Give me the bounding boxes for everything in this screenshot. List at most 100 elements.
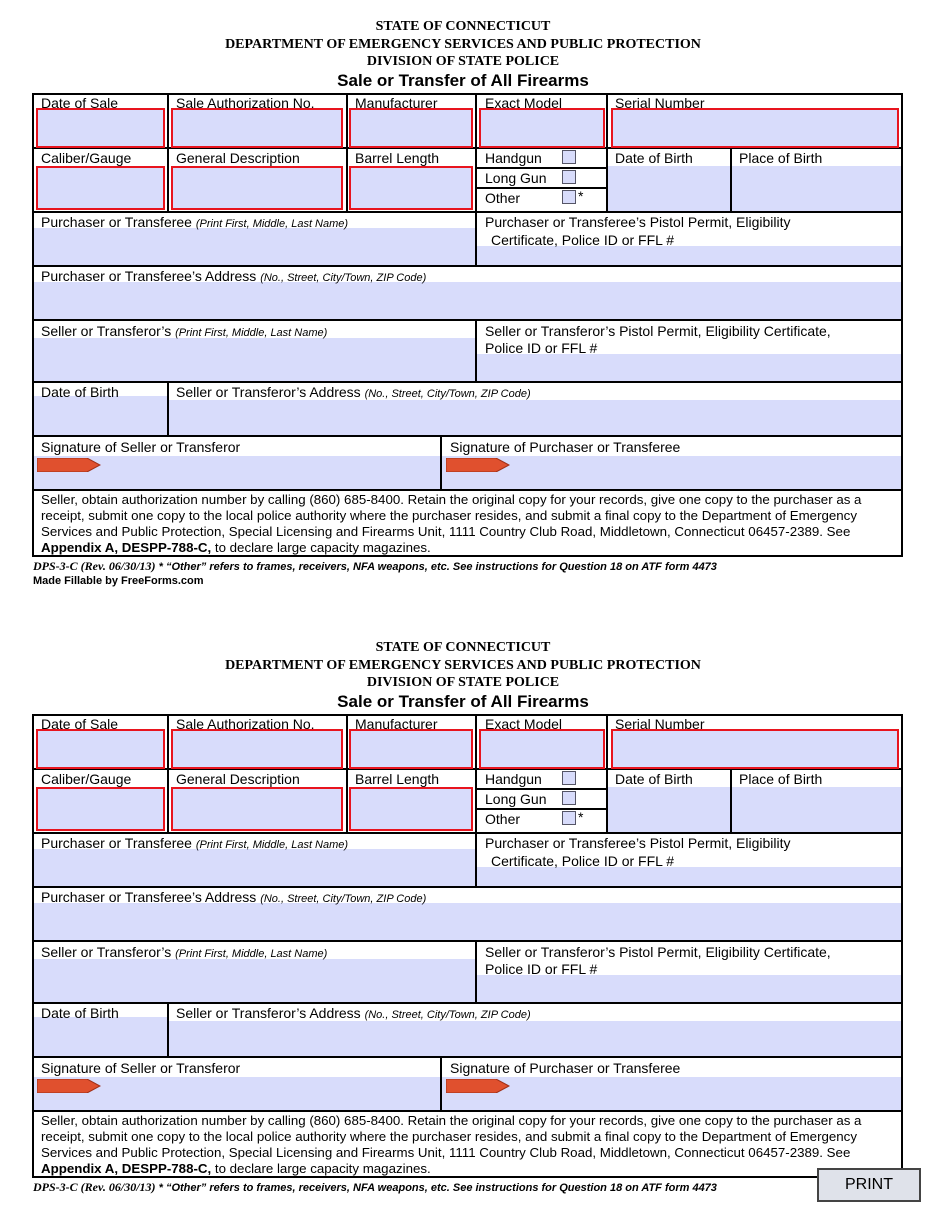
label: Purchaser or Transferee’s Pistol Permit,… <box>485 214 791 230</box>
checkbox[interactable] <box>562 150 576 164</box>
revision: (Rev. 06/30/13) <box>80 1180 156 1194</box>
label: Seller or Transferor’s Address (No., Str… <box>176 1005 531 1023</box>
input-field[interactable] <box>34 1077 440 1110</box>
label-text: Purchaser or Transferee <box>41 835 196 851</box>
input-field[interactable] <box>442 1077 901 1110</box>
input-field[interactable] <box>171 787 343 831</box>
label-hint: (Print First, Middle, Last Name) <box>175 327 328 339</box>
input-field[interactable] <box>608 166 730 211</box>
input-field[interactable] <box>34 282 901 319</box>
label: Sale Authorization No. <box>176 716 315 732</box>
table-cell <box>347 148 476 212</box>
sign-here-arrow <box>446 1079 510 1093</box>
input-field[interactable] <box>169 1021 901 1056</box>
label: Manufacturer <box>355 95 438 111</box>
input-field[interactable] <box>349 108 473 148</box>
label: Police ID or FFL # <box>485 961 598 977</box>
label: Seller or Transferor’s (Print First, Mid… <box>41 944 327 962</box>
input-field[interactable] <box>34 1017 167 1056</box>
table-border <box>32 93 903 557</box>
header-state: STATE OF CONNECTICUT <box>375 640 551 655</box>
checkbox[interactable] <box>562 190 576 204</box>
input-field[interactable] <box>34 338 475 381</box>
input-field[interactable] <box>34 396 167 435</box>
input-field[interactable] <box>732 166 901 211</box>
label: Serial Number <box>615 95 705 111</box>
label: Date of Sale <box>41 95 119 111</box>
input-field[interactable] <box>34 456 440 489</box>
table-cell <box>476 188 607 212</box>
label-text: Seller or Transferor’s <box>41 323 176 339</box>
input-field[interactable] <box>171 166 343 210</box>
input-field[interactable] <box>349 787 473 831</box>
label: Exact Model <box>485 716 563 732</box>
label: Certificate, Police ID or FFL # <box>491 853 675 869</box>
label: Barrel Length <box>355 150 440 166</box>
input-field[interactable] <box>171 729 343 769</box>
input-field[interactable] <box>608 787 730 832</box>
input-field[interactable] <box>479 729 605 769</box>
input-field[interactable] <box>477 246 901 265</box>
input-field[interactable] <box>611 729 899 769</box>
input-field[interactable] <box>171 108 343 148</box>
label: Date of Birth <box>41 384 119 400</box>
input-field[interactable] <box>169 400 901 435</box>
input-field[interactable] <box>34 228 475 265</box>
input-field[interactable] <box>479 108 605 148</box>
input-field[interactable] <box>349 166 473 210</box>
label: Caliber/Gauge <box>41 771 132 787</box>
input-field[interactable] <box>34 903 901 940</box>
footer: DPS-3-C (Rev. 06/30/13) * “Other” refers… <box>33 1180 717 1195</box>
input-field[interactable] <box>477 867 901 886</box>
form-id: DPS-3-C <box>33 1180 81 1194</box>
table-cell <box>168 769 347 833</box>
label: Long Gun <box>485 170 547 186</box>
label: Place of Birth <box>739 771 823 787</box>
label: Purchaser or Transferee (Print First, Mi… <box>41 835 348 853</box>
input-field[interactable] <box>36 729 165 769</box>
input-field[interactable] <box>34 849 475 886</box>
print-button[interactable]: PRINT <box>817 1168 921 1202</box>
label-text: Purchaser or Transferee’s Address <box>41 889 261 905</box>
footer-note: * “Other” refers to frames, receivers, N… <box>155 561 717 573</box>
input-field[interactable] <box>349 729 473 769</box>
checkbox[interactable] <box>562 791 576 805</box>
label-hint: (No., Street, City/Town, ZIP Code) <box>364 388 531 400</box>
label: Purchaser or Transferee’s Address (No., … <box>41 268 426 286</box>
label: * <box>578 188 584 204</box>
input-field[interactable] <box>36 787 165 831</box>
label: Serial Number <box>615 716 705 732</box>
input-field[interactable] <box>34 959 475 1002</box>
label: Signature of Seller or Transferor <box>41 439 241 455</box>
label-hint: (Print First, Middle, Last Name) <box>195 218 349 230</box>
label-hint: (No., Street, City/Town, ZIP Code) <box>364 1009 531 1021</box>
instructions-text: Seller, obtain authorization number by c… <box>41 1113 862 1160</box>
checkbox[interactable] <box>562 170 576 184</box>
label: Certificate, Police ID or FFL # <box>491 232 675 248</box>
input-field[interactable] <box>477 354 901 381</box>
label-text: Purchaser or Transferee’s Address <box>41 268 261 284</box>
label-hint: (Print First, Middle, Last Name) <box>195 839 349 851</box>
input-field[interactable] <box>477 975 901 1002</box>
label: Date of Birth <box>41 1005 119 1021</box>
instructions: Seller, obtain authorization number by c… <box>41 492 897 556</box>
label-text: Seller or Transferor’s <box>41 944 176 960</box>
footer: DPS-3-C (Rev. 06/30/13) * “Other” refers… <box>33 559 717 574</box>
input-field[interactable] <box>732 787 901 832</box>
input-field[interactable] <box>442 456 901 489</box>
input-field[interactable] <box>36 166 165 210</box>
input-field[interactable] <box>611 108 899 148</box>
label: Handgun <box>485 150 542 166</box>
input-field[interactable] <box>36 108 165 148</box>
label: Purchaser or Transferee’s Pistol Permit,… <box>485 835 791 851</box>
revision: (Rev. 06/30/13) <box>80 559 156 573</box>
instructions-end: to declare large capacity magazines. <box>211 1161 431 1176</box>
checkbox[interactable] <box>562 771 576 785</box>
label: Seller or Transferor’s Pistol Permit, El… <box>485 944 831 960</box>
table-cell <box>476 809 607 833</box>
header-department: DEPARTMENT OF EMERGENCY SERVICES AND PUB… <box>225 658 701 673</box>
instructions: Seller, obtain authorization number by c… <box>41 1113 897 1177</box>
checkbox[interactable] <box>562 811 576 825</box>
table-border <box>32 714 903 1178</box>
